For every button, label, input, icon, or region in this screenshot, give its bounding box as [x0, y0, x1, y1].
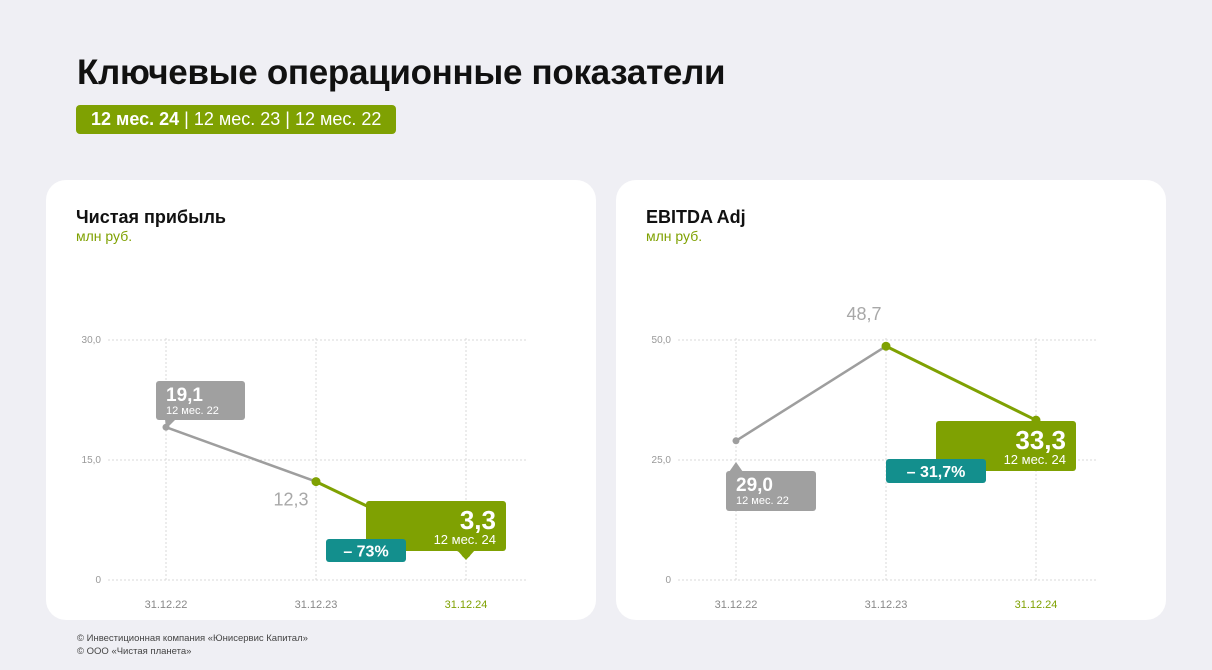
net-profit-card: Чистая прибыль млн руб. 0 15,0 30,0 31.12.2… [46, 180, 596, 620]
data-point [881, 341, 891, 351]
chart-title: Чистая прибыль [76, 207, 226, 227]
footer-line: © Инвестиционная компания «Юнисервис Кап… [77, 633, 308, 644]
chart-unit: млн руб. [646, 228, 703, 244]
x-tick-label: 31.12.24 [445, 599, 488, 611]
callout-box-previous [156, 381, 245, 420]
callout-value: 33,3 [1015, 425, 1066, 455]
period-others[interactable]: | 12 мес. 23 | 12 мес. 22 [179, 109, 382, 129]
x-tick-label: 31.12.22 [145, 599, 188, 611]
chart-unit: млн руб. [76, 228, 133, 244]
callout-value: 19,1 [166, 385, 203, 406]
series-line-segment [165, 426, 317, 483]
y-tick-label: 30,0 [82, 335, 102, 346]
x-tick-label: 31.12.23 [865, 599, 908, 611]
callout-pointer [165, 419, 176, 429]
change-badge [886, 459, 986, 483]
change-badge-label: – 73% [343, 544, 388, 561]
chart-title: EBITDA Adj [646, 207, 746, 227]
period-selector[interactable]: 12 мес. 24 | 12 мес. 23 | 12 мес. 22 [76, 105, 397, 134]
callout-box-current [366, 501, 506, 551]
footer-line: © ООО «Чистая планета» [77, 646, 192, 657]
y-tick-label: 50,0 [652, 335, 672, 346]
data-label: 12,3 [273, 490, 308, 510]
callout-period: 12 мес. 22 [166, 405, 219, 417]
series-line-segment [885, 344, 1037, 422]
period-active[interactable]: 12 мес. 24 [91, 109, 180, 129]
y-tick-label: 0 [665, 575, 671, 586]
callout-value: 3,3 [460, 505, 496, 535]
data-point [732, 437, 740, 445]
x-tick-label: 31.12.22 [715, 599, 758, 611]
footer: © Инвестиционная компания «Юнисервис Кап… [77, 632, 308, 658]
callout-box-current [936, 421, 1076, 471]
callout-value: 29,0 [736, 475, 773, 496]
callout-period: 12 мес. 24 [1004, 452, 1066, 467]
page-title: Ключевые операционные показатели [77, 53, 726, 92]
change-badge-label: – 31,7% [907, 464, 966, 481]
data-point [311, 477, 321, 487]
series-line-segment [735, 345, 887, 442]
y-tick-label: 15,0 [82, 455, 102, 466]
y-tick-label: 0 [95, 575, 101, 586]
y-tick-label: 25,0 [652, 455, 672, 466]
callout-period: 12 мес. 24 [434, 532, 496, 547]
callout-box-previous [726, 471, 816, 511]
callout-period: 12 мес. 22 [736, 495, 789, 507]
ebitda-chart: 0 25,0 50,0 31.12.22 31.12.23 31.12.24 48,7 29,… [652, 304, 1098, 611]
callout-pointer [457, 550, 475, 560]
data-label: 48,7 [846, 304, 881, 324]
callout-pointer [729, 462, 743, 472]
change-badge [326, 539, 406, 562]
ebitda-card: EBITDA Adj млн руб. 0 25,0 50,0 31.12.22 31.… [616, 180, 1166, 620]
net-profit-chart: 0 15,0 30,0 31.12.22 31.12.23 31.12.24 12,3 19,… [82, 335, 528, 611]
x-tick-label: 31.12.23 [295, 599, 338, 611]
x-tick-label: 31.12.24 [1015, 599, 1058, 611]
